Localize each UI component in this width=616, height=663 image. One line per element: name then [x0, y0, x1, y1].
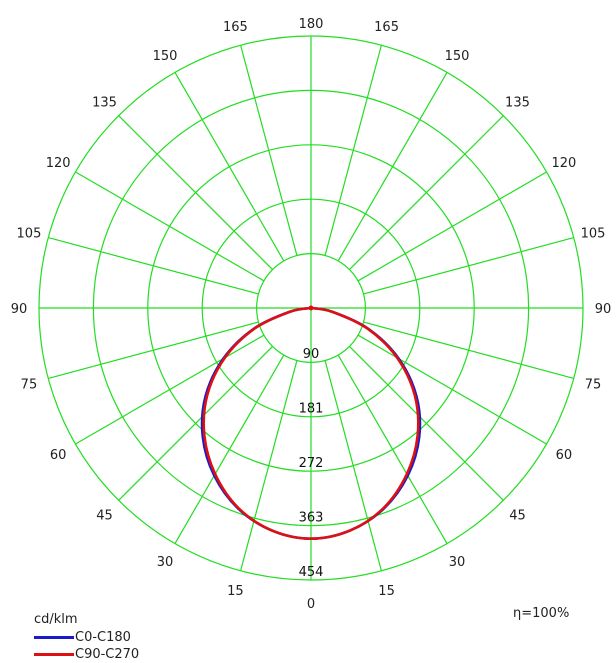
angle-label: 135	[505, 96, 530, 111]
radial-tick-label: 272	[299, 456, 324, 471]
angle-label: 165	[223, 20, 248, 35]
angle-label: 30	[157, 555, 174, 570]
angle-label: 165	[374, 20, 399, 35]
angle-label: 30	[449, 555, 466, 570]
angle-label: 15	[227, 584, 244, 599]
radial-tick-label: 181	[299, 401, 324, 416]
angle-label: 0	[307, 597, 315, 612]
grid-spoke	[337, 72, 448, 262]
legend-item-c90-c270: C90-C270	[34, 646, 139, 663]
grid-spoke	[118, 346, 273, 501]
radial-tick-labels: 90 181 272 363 454	[299, 347, 324, 580]
grid-spoke	[349, 115, 504, 270]
angle-label: 45	[509, 508, 526, 523]
angle-label: 120	[46, 156, 71, 171]
legend-swatch-c0-c180	[34, 636, 74, 639]
angle-label: 105	[17, 226, 42, 241]
angle-labels: 0 15 30 45 60 75 90 105 120 135 150 165 180 15 30 45 60 7…	[11, 17, 612, 612]
polar-grid	[38, 35, 584, 581]
angle-label: 75	[585, 378, 602, 393]
grid-spoke	[363, 321, 574, 379]
grid-spoke	[324, 360, 382, 571]
radial-tick-label: 363	[299, 510, 324, 525]
grid-spoke	[324, 45, 382, 256]
angle-label: 150	[445, 49, 470, 64]
legend-label-c90-c270: C90-C270	[75, 647, 140, 662]
angle-label: 45	[96, 508, 113, 523]
intensity-curves	[200, 305, 422, 540]
legend: cd/klm C0-C180 C90-C270	[34, 612, 139, 663]
angle-label: 120	[551, 156, 576, 171]
grid-spoke	[174, 354, 285, 544]
angle-label: 135	[92, 96, 117, 111]
angle-label: 60	[556, 448, 573, 463]
grid-spoke	[337, 354, 448, 544]
grid-spoke	[357, 334, 547, 445]
angle-label: 90	[11, 302, 28, 317]
centre-dot	[308, 305, 314, 311]
angle-label: 60	[50, 448, 67, 463]
legend-label-c0-c180: C0-C180	[75, 630, 131, 645]
grid-spoke	[240, 360, 298, 571]
angle-label: 180	[299, 17, 324, 32]
series-curve-c90-c270	[202, 306, 420, 540]
angle-label: 75	[21, 378, 38, 393]
angle-label: 90	[595, 302, 612, 317]
grid-spoke	[75, 334, 265, 445]
grid-spoke	[357, 171, 547, 282]
angle-label: 105	[581, 226, 606, 241]
grid-spoke	[75, 171, 265, 282]
legend-swatch-c90-c270	[34, 653, 74, 656]
grid-spoke	[174, 72, 285, 262]
radial-tick-label: 454	[299, 565, 324, 580]
legend-item-c0-c180: C0-C180	[34, 629, 139, 646]
efficiency-label: η=100%	[513, 606, 570, 621]
grid-spoke	[118, 115, 273, 270]
grid-spoke	[48, 321, 259, 379]
radial-tick-label: 90	[303, 347, 320, 362]
angle-label: 15	[378, 584, 395, 599]
grid-spoke	[363, 237, 574, 295]
grid-spoke	[48, 237, 259, 295]
grid-spoke	[240, 45, 298, 256]
unit-label: cd/klm	[34, 612, 78, 627]
grid-spoke	[349, 346, 504, 501]
angle-label: 150	[153, 49, 178, 64]
